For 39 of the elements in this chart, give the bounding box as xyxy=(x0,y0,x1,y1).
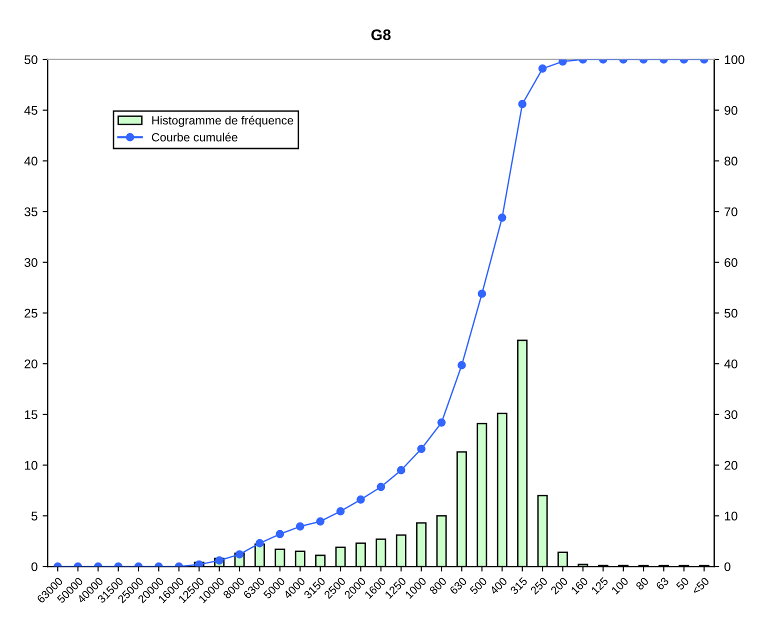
x-tick-label: 400 xyxy=(489,576,508,595)
y-tick-label: 5 xyxy=(31,512,38,520)
x-tick-label: 50 xyxy=(676,576,690,590)
x-tick-label: 630 xyxy=(449,576,468,595)
y-tick-label: 45 xyxy=(24,106,38,115)
y-tick-label: 25 xyxy=(24,308,38,318)
x-tick-label: 500 xyxy=(469,576,488,595)
y-tick-label: 20 xyxy=(24,360,38,368)
x-tick-label: 125 xyxy=(590,576,609,595)
y2-tick-label: 70 xyxy=(724,207,738,216)
legend-label: Histogramme de fréquence xyxy=(152,116,294,127)
x-tick-label: 315 xyxy=(510,576,528,595)
y-tick-label: 15 xyxy=(24,410,38,420)
y2-tick-label: 90 xyxy=(724,106,738,115)
y-tick-label: 50 xyxy=(24,55,38,64)
y2-tick-label: 10 xyxy=(724,512,738,520)
x-tick-label: 100 xyxy=(611,576,629,595)
chart-title: G8 xyxy=(371,29,391,40)
y2-tick-label: 40 xyxy=(724,360,738,368)
x-tick-label: <50 xyxy=(691,576,710,595)
y2-tick-label: 80 xyxy=(724,156,738,166)
x-tick-label: 80 xyxy=(635,576,649,590)
x-tick-label: 800 xyxy=(428,576,447,595)
y-tick-label: 30 xyxy=(24,258,38,267)
y2-tick-label: 60 xyxy=(724,258,738,267)
x-tick-label: 160 xyxy=(570,576,588,595)
y2-tick-label: 20 xyxy=(724,460,738,470)
legend-label: Courbe cumulée xyxy=(152,132,238,142)
y2-tick-label: 50 xyxy=(724,308,738,318)
y-tick-label: 10 xyxy=(24,460,38,470)
x-tick-label: 200 xyxy=(550,576,568,595)
y2-tick-label: 0 xyxy=(724,562,730,572)
x-tick-label: 250 xyxy=(530,576,548,595)
y-tick-label: 35 xyxy=(24,207,38,216)
y-tick-label: 40 xyxy=(24,156,38,166)
y-tick-label: 0 xyxy=(31,562,38,572)
y2-tick-label: 30 xyxy=(724,410,738,420)
y2-tick-label: 100 xyxy=(724,55,744,64)
x-tick-label: 63 xyxy=(656,576,670,590)
